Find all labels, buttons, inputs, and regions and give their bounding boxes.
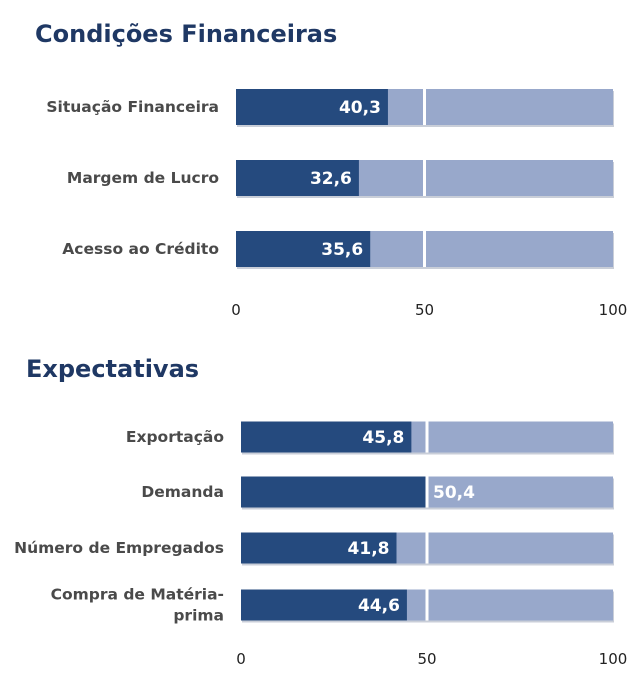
x-tick-label: 0: [231, 301, 241, 319]
value-bar: [241, 476, 429, 508]
reference-line-50: [423, 231, 426, 267]
category-label: Acesso ao Crédito: [62, 240, 219, 258]
category-label: Número de Empregados: [14, 539, 224, 557]
value-label: 41,8: [348, 539, 390, 559]
value-bar: [241, 532, 397, 564]
chart-title-financial: Condições Financeiras: [35, 20, 337, 48]
value-label: 40,3: [339, 98, 381, 118]
x-tick-label: 100: [599, 650, 628, 668]
category-label: Exportação: [126, 428, 224, 446]
reference-line-50: [425, 421, 429, 453]
category-label: Demanda: [141, 483, 224, 501]
category-label: Situação Financeira: [46, 98, 219, 116]
category-label: Compra de Matéria-prima: [51, 586, 224, 625]
value-label: 35,6: [321, 240, 363, 260]
reference-line-50: [425, 589, 429, 621]
value-bar: [236, 231, 371, 267]
value-label: 45,8: [362, 428, 404, 448]
reference-line-50: [423, 89, 426, 125]
chart-title-expectations: Expectativas: [26, 355, 199, 383]
reference-line-50: [423, 160, 426, 196]
category-label: Margem de Lucro: [67, 169, 219, 187]
value-label: 50,4: [433, 483, 475, 503]
x-tick-label: 100: [599, 301, 628, 319]
financial-conditions-panel: 40,3 Situação Financeira 32,6 Margem de Luc…: [46, 89, 627, 319]
reference-line-50: [425, 476, 429, 508]
value-label: 44,6: [358, 596, 400, 616]
expectations-panel: 45,8 Exportação 50,4 Demanda 41,8 Número de E…: [14, 421, 628, 668]
reference-line-50: [425, 532, 429, 564]
value-bar: [236, 160, 359, 196]
x-tick-label: 50: [417, 650, 436, 668]
value-bar: [241, 589, 407, 621]
x-tick-label: 50: [415, 301, 434, 319]
value-label: 32,6: [310, 169, 352, 189]
value-bar: [241, 421, 412, 453]
x-tick-label: 0: [236, 650, 246, 668]
value-bar: [236, 89, 388, 125]
